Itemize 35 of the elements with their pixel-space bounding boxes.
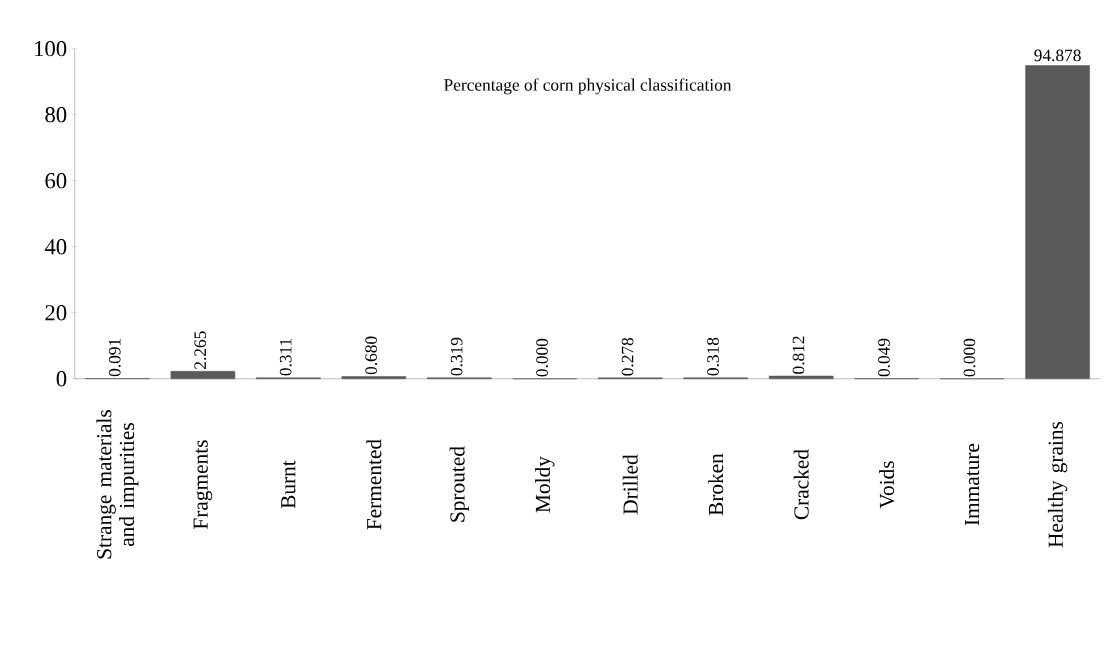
data-label: 0.000: [963, 339, 976, 377]
data-label: 0.680: [365, 336, 378, 375]
data-label: 2.265: [194, 331, 207, 370]
data-label: 94.878: [1034, 49, 1081, 62]
text: Percentage of corn physical classification: [444, 78, 732, 95]
y-tick-label: 20: [45, 305, 67, 321]
data-label: 0.319: [450, 338, 463, 376]
x-tick-label: Fermented: [366, 439, 382, 530]
x-tick-label: Voids: [879, 461, 895, 509]
x-tick-label: Burnt: [281, 460, 296, 509]
x-tick-label: Healthy grains: [1047, 422, 1068, 548]
x-tick-label: Immature: [965, 444, 980, 526]
x-tick-label: Sprouted: [449, 446, 469, 522]
bar: [1025, 65, 1090, 380]
x-tick-label: Moldy: [535, 456, 555, 513]
x-tick-label: Drilled: [622, 454, 638, 515]
data-label: 0.091: [108, 339, 121, 377]
data-label: 0.278: [621, 338, 634, 376]
data-label: 0.049: [878, 338, 890, 377]
y-tick-label: 80: [45, 107, 67, 123]
y-tick-label: 40: [44, 239, 67, 255]
x-tick-label: Cracked: [793, 449, 809, 520]
data-label: 0.318: [707, 338, 719, 376]
x-tick-label: Broken: [708, 453, 724, 516]
x-tick-label: Strange materials and impurities: [96, 410, 139, 559]
y-tick-label: 0: [56, 371, 67, 387]
data-label: 0.311: [279, 339, 292, 376]
y-tick-label: 60: [45, 173, 67, 189]
bar: [341, 376, 407, 380]
y-tick-label: 100: [35, 41, 67, 57]
data-label: 0.812: [792, 336, 805, 375]
bar: [768, 376, 834, 380]
x-tick-label: Fragments: [193, 440, 213, 530]
data-label: 0.000: [536, 339, 549, 377]
bar: [170, 371, 236, 380]
